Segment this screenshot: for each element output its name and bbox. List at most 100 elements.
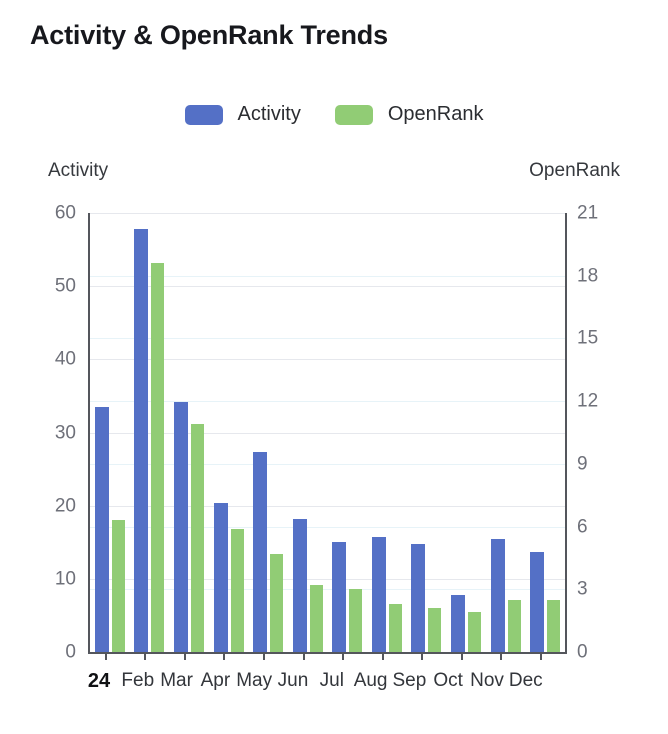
x-axis-tick-mark [104,654,107,660]
activity-bar[interactable] [530,551,545,652]
plot-area[interactable] [88,213,567,654]
left-axis-title: Activity [48,160,109,181]
axis-names-row: Activity OpenRank [48,160,620,182]
x-axis-label: Mar [160,670,193,691]
x-axis-label: Nov [470,670,504,691]
gridline-left-axis [90,505,565,507]
left-axis-tick-label: 50 [54,275,76,297]
activity-bar[interactable] [253,452,268,652]
right-axis-tick-label: 3 [577,578,588,600]
bar-group [169,213,209,652]
activity-bar[interactable] [173,401,188,652]
gridline-right-axis [90,463,565,465]
left-axis-tick-label: 20 [54,495,76,517]
legend-item-activity[interactable]: Activity [184,103,301,126]
x-axis-tick-mark [342,654,345,660]
bar-group [367,213,407,652]
openrank-bar[interactable] [270,553,284,652]
bar-group [288,213,328,652]
openrank-bar[interactable] [468,612,482,652]
openrank-bar[interactable] [309,585,323,652]
openrank-bar[interactable] [547,599,561,652]
openrank-bar[interactable] [230,528,244,652]
openrank-bar[interactable] [388,603,402,652]
right-axis-title: OpenRank [529,160,620,181]
activity-bar[interactable] [451,594,466,652]
right-axis-tick-label: 15 [577,327,599,349]
x-axis-tick-mark [302,654,305,660]
x-axis-tick-mark [223,654,226,660]
left-axis-tick-label: 10 [54,568,76,590]
x-axis-tick-mark [183,654,186,660]
right-axis-tick-label: 12 [577,390,599,412]
x-axis-label: Jun [277,670,309,691]
activity-legend-label: Activity [237,103,301,125]
gridline-left-axis [90,213,565,214]
left-axis-tick-label: 40 [54,348,76,370]
gridline-right-axis [90,526,565,528]
bar-group [407,213,447,652]
bar-group [248,213,288,652]
right-axis-tick-label: 9 [577,453,588,475]
bar-group [130,213,170,652]
right-axis-tick-label: 0 [577,641,588,663]
openrank-legend-label: OpenRank [387,103,484,125]
gridline-right-axis [90,401,565,403]
activity-bar[interactable] [371,537,386,652]
activity-legend-swatch [184,104,223,125]
x-axis-label: 24 [87,670,111,692]
left-axis-tick-label: 60 [54,202,76,224]
x-axis-label: May [236,670,273,691]
activity-bar[interactable] [490,539,505,652]
x-axis-label: Dec [508,670,543,691]
activity-bar[interactable] [332,541,347,652]
bar-group [209,213,249,652]
x-axis-tick-mark [381,654,384,660]
bar-group [90,213,130,652]
activity-bar[interactable] [213,502,228,652]
openrank-bar[interactable] [111,520,125,652]
right-axis-tick-label: 18 [577,265,599,287]
x-axis-label: Oct [433,670,463,691]
legend-item-openrank[interactable]: OpenRank [334,103,484,126]
right-axis-tick-label: 21 [577,202,599,224]
openrank-bar[interactable] [507,599,521,652]
bar-group [486,213,526,652]
left-axis-tick-label: 0 [65,641,76,663]
legend: Activity OpenRank [0,103,668,126]
openrank-bar[interactable] [349,589,363,652]
x-axis-tick-mark [540,654,543,660]
openrank-legend-swatch [334,104,373,125]
bar-group [446,213,486,652]
gridline-right-axis [90,275,565,277]
x-axis-tick-mark [144,654,147,660]
activity-bar[interactable] [411,544,426,652]
x-axis-label: Jul [319,670,344,691]
x-axis-label: Aug [353,670,388,691]
x-axis-tick-mark [262,654,265,660]
chart-title: Activity & OpenRank Trends [30,20,388,50]
gridline-left-axis [90,286,565,288]
x-axis-label: Apr [200,670,231,691]
gridline-left-axis [90,432,565,434]
bar-group [525,213,565,652]
activity-bar[interactable] [134,229,149,652]
x-axis-label: Sep [392,670,427,691]
openrank-bar[interactable] [151,263,165,652]
activity-bar[interactable] [94,406,109,652]
x-axis-label: Feb [121,670,155,691]
left-axis-tick-label: 30 [54,422,76,443]
gridline-right-axis [90,338,565,340]
x-axis-tick-mark [421,654,424,660]
openrank-bar[interactable] [428,608,442,652]
activity-bar[interactable] [292,518,307,652]
gridline-left-axis [90,359,565,361]
right-axis-tick-label: 6 [577,516,588,538]
bar-group [328,213,368,652]
gridline-right-axis [90,589,565,591]
x-axis-tick-mark [460,654,463,660]
openrank-bar[interactable] [190,424,204,652]
x-axis-tick-mark [500,654,503,660]
gridline-left-axis [90,578,565,580]
